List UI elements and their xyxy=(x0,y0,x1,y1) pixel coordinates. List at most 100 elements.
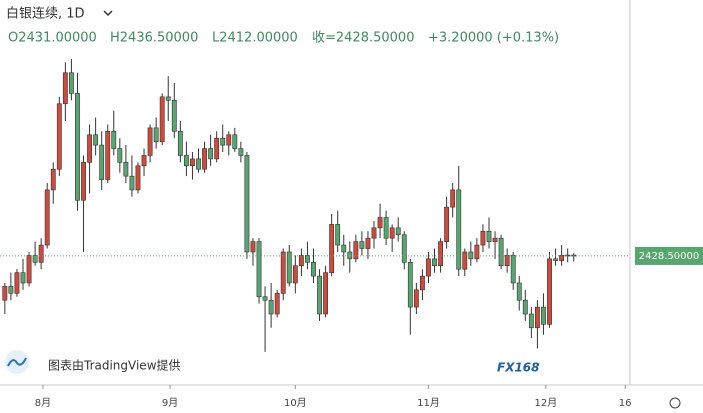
candle-body xyxy=(117,148,123,163)
last-price-box xyxy=(635,246,703,265)
candle-body xyxy=(389,227,395,239)
candle-body xyxy=(93,134,99,146)
candle-body xyxy=(547,258,552,325)
attribution[interactable]: 图表由TradingView提供 xyxy=(48,358,181,373)
chart-title[interactable]: 白银连续, 1D xyxy=(6,6,85,22)
candle-body xyxy=(553,258,558,261)
candle-body xyxy=(62,72,68,105)
candle-body xyxy=(559,255,565,261)
candle-body xyxy=(450,189,456,208)
x-tick-label: 16 xyxy=(619,398,632,409)
candle-body xyxy=(202,148,207,170)
candle-body xyxy=(44,189,50,246)
ohlc-value: +3.20000 (+0.13%) xyxy=(428,31,559,46)
candle-body xyxy=(365,237,371,249)
candle-body xyxy=(238,148,244,156)
candle-body xyxy=(438,241,443,267)
x-tick-label: 9月 xyxy=(162,397,178,409)
candle-body xyxy=(190,158,195,167)
candle-body xyxy=(105,131,111,180)
ohlc-value: O2431.00000 xyxy=(8,31,97,46)
candle-body xyxy=(474,244,480,260)
candle-body xyxy=(426,258,431,277)
candle-body xyxy=(50,168,56,191)
candle-body xyxy=(347,251,353,260)
candle-body xyxy=(183,155,189,167)
candle-body xyxy=(486,230,492,242)
candle-body xyxy=(2,286,8,301)
candle-body xyxy=(292,265,298,284)
candle-body xyxy=(20,272,26,284)
candle-body xyxy=(377,217,383,229)
candle-body xyxy=(516,282,522,301)
candle-body xyxy=(129,175,135,191)
candle-body xyxy=(171,99,177,132)
ohlc-value: L2412.00000 xyxy=(212,31,298,46)
candle-body xyxy=(528,313,534,329)
candle-body xyxy=(68,72,74,94)
candle-body xyxy=(14,272,20,294)
candle-body xyxy=(462,251,468,270)
candle-body xyxy=(323,272,329,315)
candle-body xyxy=(147,127,153,156)
candle-body xyxy=(208,148,214,160)
candle-body xyxy=(383,217,389,239)
candle-body xyxy=(32,255,38,263)
candle-body xyxy=(541,306,546,325)
candle-body xyxy=(262,296,268,301)
x-tick-label: 12月 xyxy=(535,397,558,409)
candle-body xyxy=(135,165,141,191)
candle-body xyxy=(432,258,437,267)
candle-body xyxy=(226,134,232,146)
candle-body xyxy=(420,275,425,291)
candle-body xyxy=(38,244,44,263)
candle-body xyxy=(311,261,316,277)
interval-chevron[interactable] xyxy=(103,10,113,17)
candle-body xyxy=(522,299,528,315)
candle-body xyxy=(268,299,274,315)
candle-body xyxy=(81,162,86,201)
ohlc-value: 收=2428.50000 xyxy=(312,31,414,46)
candle-body xyxy=(335,224,341,246)
candle-body xyxy=(444,206,450,242)
candle-body xyxy=(329,224,335,273)
candle-body xyxy=(99,144,105,180)
candle-body xyxy=(395,227,401,236)
x-tick-label: 10月 xyxy=(284,397,307,409)
candle-body xyxy=(353,241,359,260)
candle-body xyxy=(534,306,540,329)
candle-body xyxy=(177,131,183,156)
candle-body xyxy=(298,255,304,267)
candle-body xyxy=(498,237,504,267)
candle-body xyxy=(214,137,220,160)
candle-body xyxy=(250,241,256,253)
candle-body xyxy=(401,234,407,263)
candle-body xyxy=(232,134,238,149)
candle-body xyxy=(371,227,377,239)
candle-body xyxy=(220,137,226,146)
x-tick-label: 8月 xyxy=(35,397,51,409)
settings-icon[interactable] xyxy=(669,397,681,409)
last-price-label: 2428.50000 xyxy=(639,251,699,262)
candle-body xyxy=(56,103,62,170)
tradingview-icon-mark xyxy=(7,357,27,367)
candle-body xyxy=(456,189,462,270)
candle-body xyxy=(244,155,250,253)
candle-body xyxy=(504,255,510,267)
candle-body xyxy=(196,158,201,170)
candle-body xyxy=(492,237,498,242)
candle-body xyxy=(26,255,32,284)
candle-body xyxy=(341,244,347,253)
candle-body xyxy=(111,131,117,149)
candle-body xyxy=(317,275,322,315)
candle-body xyxy=(274,293,280,315)
candle-body xyxy=(286,251,292,284)
candle-body xyxy=(123,162,129,177)
candle-body xyxy=(75,93,80,201)
ohlc-value: H2436.50000 xyxy=(110,31,198,46)
candle-body xyxy=(153,127,159,142)
candle-body xyxy=(407,261,413,308)
logo: FX168 xyxy=(497,361,540,375)
